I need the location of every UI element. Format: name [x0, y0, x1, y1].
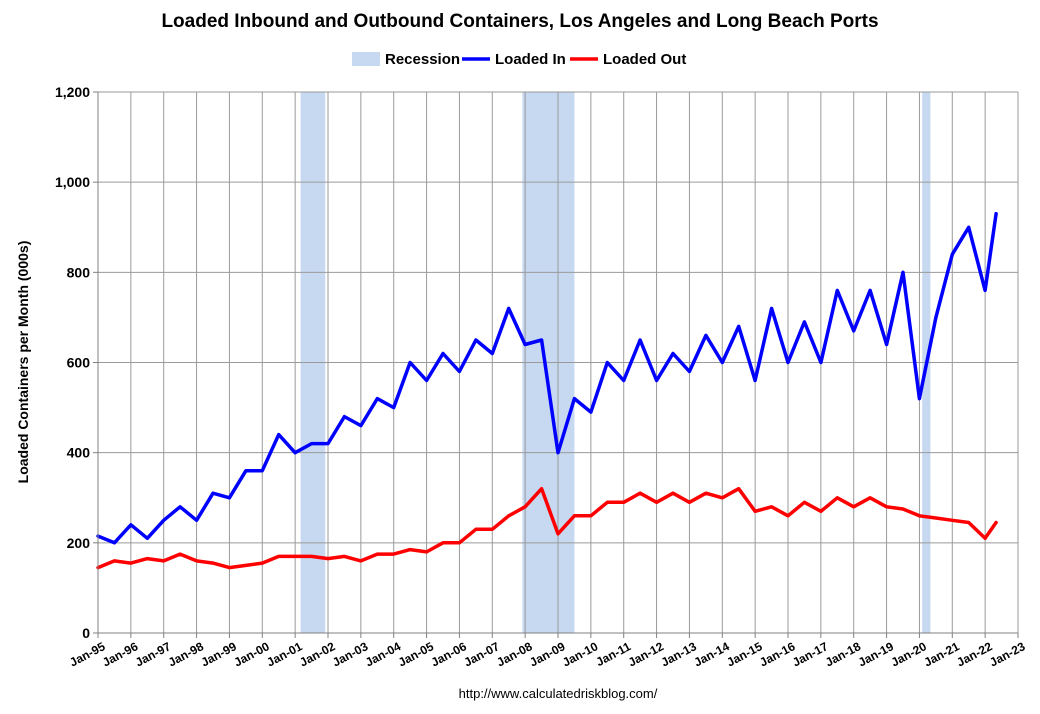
x-tick-label-17: Jan-12: [626, 639, 666, 669]
grid: [98, 91, 1019, 633]
x-tick-label-16: Jan-11: [594, 639, 634, 669]
y-tick-label-0: 0: [82, 625, 90, 641]
x-tick-label-0: Jan-95: [67, 639, 107, 669]
x-tick-label-10: Jan-05: [396, 639, 436, 669]
x-tick-label-27: Jan-22: [954, 639, 994, 669]
legend-label-loaded-out: Loaded Out: [603, 51, 686, 68]
y-tick-label-3: 600: [67, 355, 91, 371]
legend-label-recession: Recession: [385, 51, 460, 68]
x-tick-label-13: Jan-08: [494, 639, 534, 669]
x-tick-label-2: Jan-97: [133, 639, 173, 669]
source-url: http://www.calculatedriskblog.com/: [459, 686, 658, 701]
series-lines: [96, 211, 998, 570]
legend-swatch-recession: [352, 52, 380, 66]
x-tick-label-23: Jan-18: [823, 639, 863, 669]
x-tick-label-14: Jan-09: [527, 639, 567, 669]
y-axis-label: Loaded Containers per Month (000s): [15, 241, 31, 484]
x-tick-label-15: Jan-10: [560, 639, 600, 669]
x-tick-label-12: Jan-07: [462, 639, 502, 669]
x-tick-label-24: Jan-19: [856, 639, 896, 669]
y-tick-label-5: 1,000: [55, 174, 90, 190]
x-tick-label-7: Jan-02: [297, 639, 337, 669]
chart-title: Loaded Inbound and Outbound Containers, …: [161, 11, 878, 32]
x-tick-label-11: Jan-06: [429, 639, 469, 669]
x-tick-label-22: Jan-17: [790, 639, 830, 669]
y-tick-label-6: 1,200: [55, 84, 90, 100]
legend-label-loaded-in: Loaded In: [495, 51, 566, 68]
x-tick-label-18: Jan-13: [659, 639, 699, 669]
y-tick-label-4: 800: [67, 264, 91, 280]
y-tick-label-1: 200: [67, 535, 91, 551]
x-tick-label-26: Jan-21: [922, 639, 962, 669]
x-tick-label-5: Jan-00: [232, 639, 272, 669]
x-tick-label-3: Jan-98: [166, 639, 206, 669]
x-tick-label-25: Jan-20: [889, 639, 929, 669]
x-tick-label-8: Jan-03: [330, 639, 370, 669]
x-tick-label-28: Jan-23: [987, 639, 1027, 669]
x-tick-label-20: Jan-15: [724, 639, 764, 669]
x-tick-label-1: Jan-96: [100, 639, 140, 669]
x-tick-label-9: Jan-04: [363, 639, 403, 669]
legend: Recession Loaded In Loaded Out: [352, 51, 686, 68]
x-tick-label-6: Jan-01: [264, 639, 304, 669]
y-tick-label-2: 400: [67, 445, 91, 461]
series-line-loaded-in: [96, 211, 998, 545]
x-tick-label-19: Jan-14: [692, 639, 732, 669]
x-tick-label-4: Jan-99: [199, 639, 239, 669]
x-tick-label-21: Jan-16: [757, 639, 797, 669]
series-line-loaded-out: [96, 486, 998, 570]
